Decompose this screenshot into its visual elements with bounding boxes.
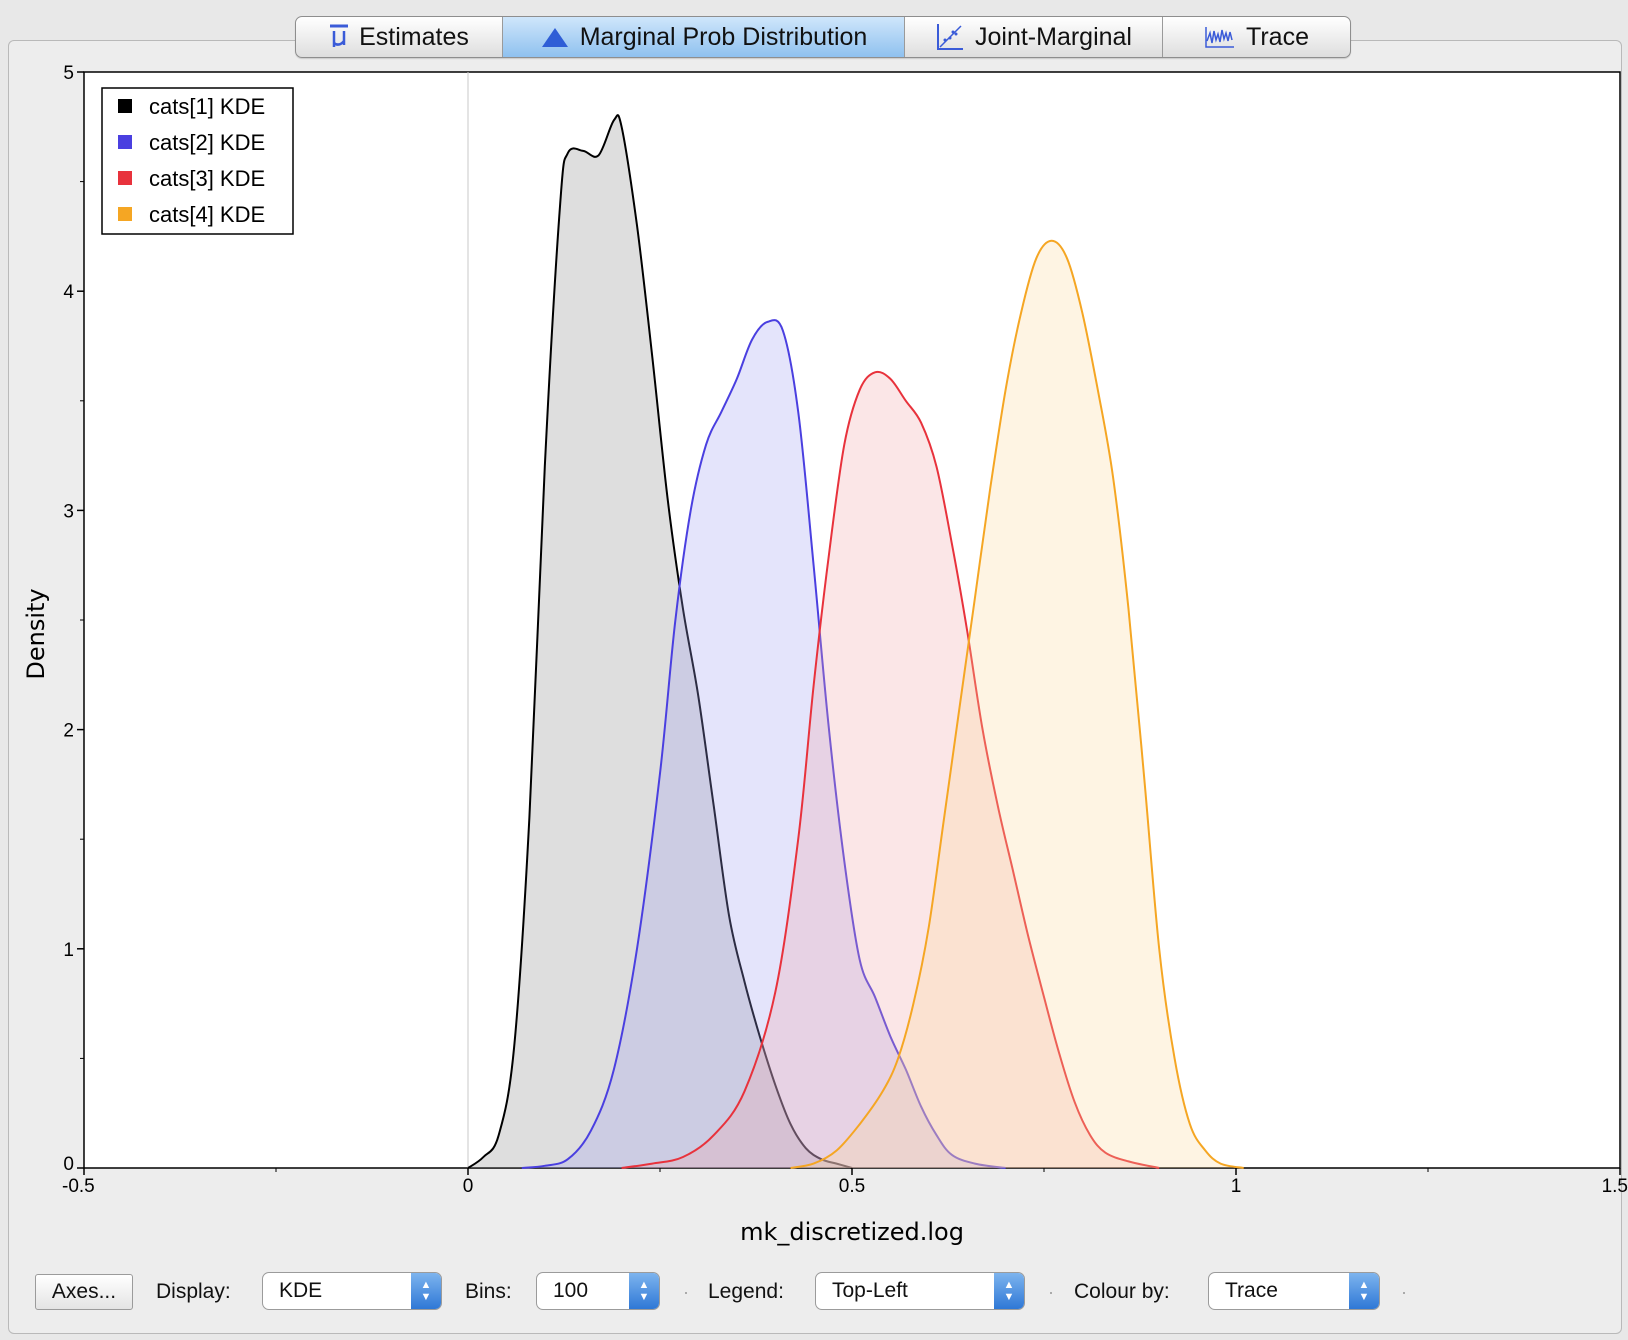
- separator: [685, 1292, 687, 1294]
- x-tick-label: 1: [1231, 1176, 1242, 1197]
- legend-swatch: [118, 171, 132, 185]
- separator: [1403, 1292, 1405, 1294]
- colour-by-label: Colour by:: [1074, 1280, 1170, 1303]
- axes-button[interactable]: Axes...: [35, 1274, 133, 1310]
- legend: cats[1] KDE cats[2] KDE cats[3] KDE cats[4]…: [101, 87, 294, 235]
- select-arrows-icon: ▲ ▼: [1349, 1273, 1379, 1309]
- x-tick-label: 1.5: [1602, 1176, 1628, 1197]
- bins-select[interactable]: 100 ▲ ▼: [536, 1272, 660, 1310]
- legend-swatch: [118, 99, 132, 113]
- scatter-diagonal-icon: [936, 24, 963, 50]
- kde-areas: [467, 72, 1244, 1169]
- legend-swatch: [118, 207, 132, 221]
- y-tick-label: 0: [63, 1154, 74, 1175]
- series-4-area: [790, 240, 1244, 1169]
- tab-joint-marginal[interactable]: Joint-Marginal: [905, 17, 1163, 57]
- series-2-line: [521, 319, 1006, 1169]
- tab-marginal-prob-distribution[interactable]: Marginal Prob Distribution: [503, 17, 905, 57]
- display-label: Display:: [156, 1280, 231, 1303]
- y-tick-label: 1: [63, 940, 74, 961]
- view-tabs: Estimates Marginal Prob Distribution Joi…: [295, 16, 1351, 58]
- series-1-area: [468, 115, 852, 1169]
- y-tick-label: 5: [63, 63, 74, 84]
- legend-entry-label: cats[3] KDE: [149, 166, 265, 191]
- x-tick-label: 0: [463, 1176, 474, 1197]
- bottom-toolbar: Axes... Display: KDE ▲ ▼ Bins: 100 ▲ ▼ Leg…: [0, 1258, 1628, 1330]
- legend-box: [101, 87, 294, 235]
- select-arrows-icon: ▲ ▼: [629, 1273, 659, 1309]
- y-tick-label: 2: [63, 721, 74, 742]
- legend-value: Top-Left: [832, 1279, 908, 1302]
- series-2-area: [521, 320, 1006, 1169]
- bins-value: 100: [553, 1279, 589, 1302]
- legend-select[interactable]: Top-Left ▲ ▼: [815, 1272, 1025, 1310]
- triangle-one-icon: [541, 28, 568, 47]
- bins-label: Bins:: [465, 1280, 512, 1303]
- trace-wave-icon: [1205, 27, 1234, 48]
- y-tick-label: 4: [63, 282, 74, 303]
- tab-label: Joint-Marginal: [974, 22, 1132, 51]
- legend-entry-label: cats[1] KDE: [149, 94, 265, 119]
- series-1-line: [467, 114, 853, 1169]
- tab-label: Estimates: [359, 22, 469, 51]
- series-4-line: [790, 239, 1244, 1169]
- legend-label: Legend:: [708, 1280, 784, 1303]
- legend-swatch: [118, 135, 132, 149]
- plot-area: [83, 71, 1621, 1169]
- legend-entry-label: cats[4] KDE: [149, 202, 265, 227]
- tab-label: Marginal Prob Distribution: [579, 22, 868, 51]
- colour-by-select[interactable]: Trace ▲ ▼: [1208, 1272, 1380, 1310]
- display-value: KDE: [279, 1279, 323, 1302]
- legend-entry-label: cats[2] KDE: [149, 130, 265, 155]
- colour-by-value: Trace: [1225, 1279, 1278, 1302]
- series-3-line: [621, 370, 1160, 1169]
- x-tick-label: -0.5: [62, 1176, 95, 1197]
- x-tick-label: 0.5: [839, 1176, 865, 1197]
- x-axis-label: mk_discretized.log: [740, 1218, 964, 1246]
- select-arrows-icon: ▲ ▼: [411, 1273, 441, 1309]
- y-tick-label: 3: [63, 501, 74, 522]
- display-select[interactable]: KDE ▲ ▼: [262, 1272, 442, 1310]
- separator: [1050, 1292, 1052, 1294]
- y-axis-label: Density: [22, 588, 50, 679]
- mu-bar-icon: [330, 24, 349, 47]
- select-arrows-icon: ▲ ▼: [994, 1273, 1024, 1309]
- tab-label: Trace: [1246, 22, 1309, 51]
- tab-estimates[interactable]: Estimates: [296, 17, 503, 57]
- series-3-area: [621, 371, 1160, 1168]
- tab-trace[interactable]: Trace: [1163, 17, 1350, 57]
